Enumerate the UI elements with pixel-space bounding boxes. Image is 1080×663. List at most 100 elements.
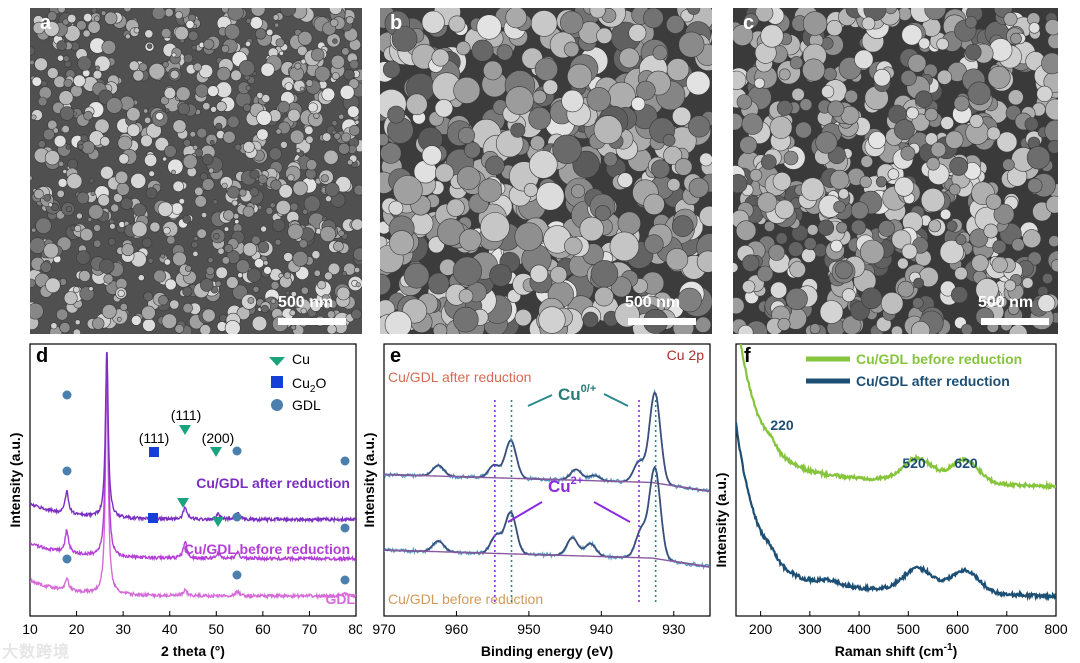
panel-letter-b: b [390, 12, 403, 34]
raman-chart: 200 300 400 500 600 700 800 Raman shift (cm-1) I… [714, 343, 1068, 659]
panel-letter-d: d [36, 345, 48, 367]
xrd-tick-label: 30 [115, 621, 131, 637]
scale-bar-b [628, 318, 696, 325]
raman-tick-label: 500 [897, 621, 921, 637]
xrd-frame [29, 343, 357, 617]
raman-tick-label: 700 [995, 621, 1019, 637]
cu-marker [179, 425, 191, 435]
scale-bar-label-b: 500 nm [625, 294, 681, 311]
xps-arrow [527, 394, 553, 407]
xps-label-before: Cu/GDL before reduction [388, 591, 543, 607]
gdl-marker [232, 446, 242, 456]
xrd-tick-label: 50 [208, 621, 224, 637]
panel-letter-c: c [743, 12, 755, 34]
cu2o-marker [149, 447, 159, 457]
xps-tick-label: 970 [372, 621, 396, 637]
cu-marker [210, 447, 222, 457]
raman-frame [735, 343, 1057, 617]
raman-tick-label: 800 [1044, 621, 1068, 637]
hkl-label: (200) [202, 430, 235, 446]
xps-background-line [384, 549, 710, 568]
cu-marker [212, 517, 224, 527]
raman-xlabel: Raman shift (cm-1) [835, 642, 958, 659]
cu-marker [177, 498, 189, 508]
raman-peak-label: 620 [954, 455, 978, 471]
scale-bar-c [981, 318, 1049, 325]
xps-series-group [384, 388, 710, 570]
raman-legend-label: Cu/GDL before reduction [856, 351, 1022, 367]
xrd-series-label: GDL [325, 591, 355, 607]
watermark: 大数跨境 [2, 644, 71, 661]
xrd-series-line [30, 358, 356, 563]
gdl-marker [340, 575, 350, 585]
xps-title: Cu 2p [667, 347, 705, 363]
legend-label-cu2o: Cu2O [292, 375, 326, 395]
raman-series-line [736, 422, 1056, 602]
sem-panel-a: a 500 nm [30, 8, 362, 334]
raman-tick-label: 600 [946, 621, 970, 637]
sem-texture-c [733, 8, 1058, 334]
xrd-series-line [30, 351, 356, 524]
xps-arrow [507, 501, 543, 523]
sem-texture-a [30, 8, 362, 334]
xps-chart: 970 960 950 940 930 Binding energy (eV) Intens… [362, 343, 711, 659]
xrd-tick-label: 80 [348, 621, 362, 637]
raman-ylabel: Intensity (a.u.) [714, 473, 729, 568]
xps-tick-label: 930 [662, 621, 686, 637]
xrd-xlabel: 2 theta (°) [161, 643, 225, 659]
xps-background-line [384, 473, 710, 493]
legend-label-cu: Cu [292, 351, 310, 367]
raman-legend-label: Cu/GDL after reduction [856, 373, 1010, 389]
xrd-tick-label: 20 [69, 621, 85, 637]
gdl-marker [62, 466, 72, 476]
raman-tick-label: 300 [798, 621, 822, 637]
scale-bar-label-c: 500 nm [978, 294, 1034, 311]
raman-tick-label: 200 [749, 621, 773, 637]
xps-arrow [603, 393, 629, 407]
xps-cu2-label: Cu2+ [548, 475, 583, 496]
scale-bar-a [278, 318, 346, 325]
hkl-label: (111) [171, 407, 202, 423]
xrd-tick-label: 10 [22, 621, 38, 637]
scale-bar-label-a: 500 nm [278, 294, 334, 311]
xrd-ylabel: Intensity (a.u.) [7, 433, 23, 528]
raman-series-line [739, 344, 1056, 491]
raman-series-group [736, 344, 1056, 602]
cu2o-marker [148, 513, 158, 523]
xrd-tick-label: 40 [162, 621, 178, 637]
xps-cu0-label: Cu0/+ [558, 383, 596, 404]
xps-label-after: Cu/GDL after reduction [388, 369, 531, 385]
xps-frame [383, 343, 711, 617]
sem-panel-b: b 500 nm [380, 8, 712, 334]
gdl-marker [340, 523, 350, 533]
panel-letter-f: f [744, 345, 751, 367]
xps-arrow [593, 501, 631, 523]
sem-panel-c: c 500 nm [733, 8, 1058, 334]
xrd-chart: 10 20 30 40 50 60 70 80 2 theta (°) Intensity (a.… [7, 343, 362, 659]
raman-tick-label: 400 [847, 621, 871, 637]
sem-texture-b [380, 8, 712, 334]
legend-marker-triangle [269, 357, 285, 366]
legend-marker-circle [271, 399, 283, 411]
xrd-series-group [30, 351, 356, 600]
xps-tick-label: 950 [517, 621, 541, 637]
raman-peak-label: 520 [902, 455, 926, 471]
xrd-tick-label: 60 [255, 621, 271, 637]
legend-marker-square [271, 376, 283, 388]
xrd-tick-label: 70 [302, 621, 318, 637]
xps-tick-label: 940 [590, 621, 614, 637]
panel-letter-a: a [40, 12, 52, 34]
xps-tick-label: 960 [445, 621, 469, 637]
gdl-marker [340, 456, 350, 466]
xrd-series-label: Cu/GDL before reduction [184, 541, 350, 557]
xps-ylabel: Intensity (a.u.) [362, 433, 377, 528]
xps-xlabel: Binding energy (eV) [481, 643, 613, 659]
gdl-marker [232, 512, 242, 522]
panel-letter-e: e [390, 345, 401, 367]
gdl-marker [232, 570, 242, 580]
hkl-label: (111) [139, 430, 170, 446]
raman-peak-label: 220 [770, 417, 794, 433]
xrd-series-label: Cu/GDL after reduction [196, 475, 350, 491]
gdl-marker [62, 554, 72, 564]
xrd-series-line [30, 377, 356, 600]
